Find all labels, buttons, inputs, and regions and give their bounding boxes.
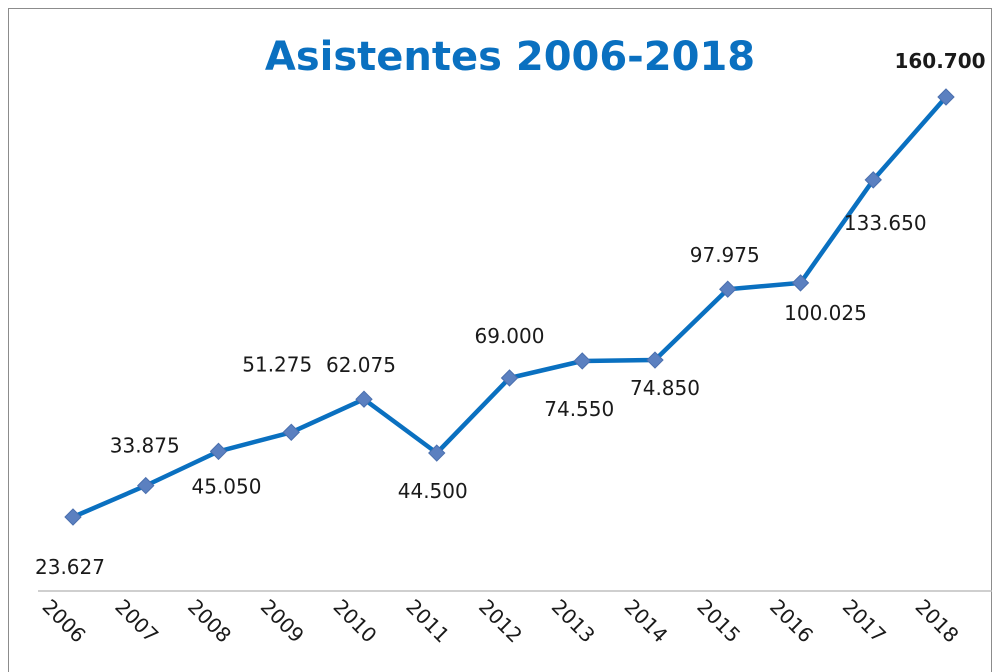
data-label: 33.875 xyxy=(110,434,180,458)
x-tick-label: 2006 xyxy=(38,594,91,647)
chart-title: Asistentes 2006-2018 xyxy=(265,34,755,80)
x-tick-label: 2016 xyxy=(765,594,818,647)
data-point-marker xyxy=(719,280,737,298)
data-label-layer: 23.627 33.875 45.050 51.275 62.075 44.500 69.0… xyxy=(35,49,986,579)
data-label: 62.075 xyxy=(326,353,396,377)
x-tick-label: 2018 xyxy=(911,594,964,647)
x-tick-label: 2008 xyxy=(183,594,236,647)
data-label: 74.850 xyxy=(630,376,700,400)
data-point-marker xyxy=(209,442,228,461)
x-tick-label: 2010 xyxy=(329,594,382,647)
x-tick-label: 2009 xyxy=(256,594,309,647)
data-point-marker xyxy=(791,274,810,292)
data-point-marker xyxy=(64,508,82,526)
data-label: 100.025 xyxy=(784,301,867,325)
data-label: 51.275 xyxy=(242,352,312,376)
data-point-marker xyxy=(937,88,955,106)
x-tick-label: 2017 xyxy=(838,594,891,647)
data-point-marker xyxy=(428,444,446,462)
data-label: 45.050 xyxy=(192,474,262,498)
data-point-marker xyxy=(500,369,519,387)
data-point-marker xyxy=(137,476,155,495)
data-point-marker xyxy=(646,351,664,369)
data-point-marker xyxy=(864,171,882,189)
data-label: 97.975 xyxy=(690,243,760,267)
data-point-marker xyxy=(355,390,373,408)
data-label: 133.650 xyxy=(844,211,927,235)
data-label: 23.627 xyxy=(35,555,105,579)
data-label: 69.000 xyxy=(475,324,545,348)
data-label: 160.700 xyxy=(894,49,985,73)
data-point-marker xyxy=(573,352,591,370)
x-tick-label: 2014 xyxy=(620,594,673,647)
x-tick-label: 2011 xyxy=(401,594,454,647)
chart-frame xyxy=(8,8,992,672)
data-label: 44.500 xyxy=(398,479,468,503)
data-label: 74.550 xyxy=(544,397,614,421)
x-tick-label: 2013 xyxy=(547,594,600,647)
data-point-marker xyxy=(282,423,300,441)
x-tick-label: 2015 xyxy=(692,594,745,647)
x-tick-label: 2012 xyxy=(474,594,527,647)
x-tick-layer: 2006 2007 2008 2009 2010 2011 2012 2013 2014 2015… xyxy=(38,594,964,647)
series-layer xyxy=(64,88,955,526)
x-tick-label: 2007 xyxy=(110,594,163,647)
